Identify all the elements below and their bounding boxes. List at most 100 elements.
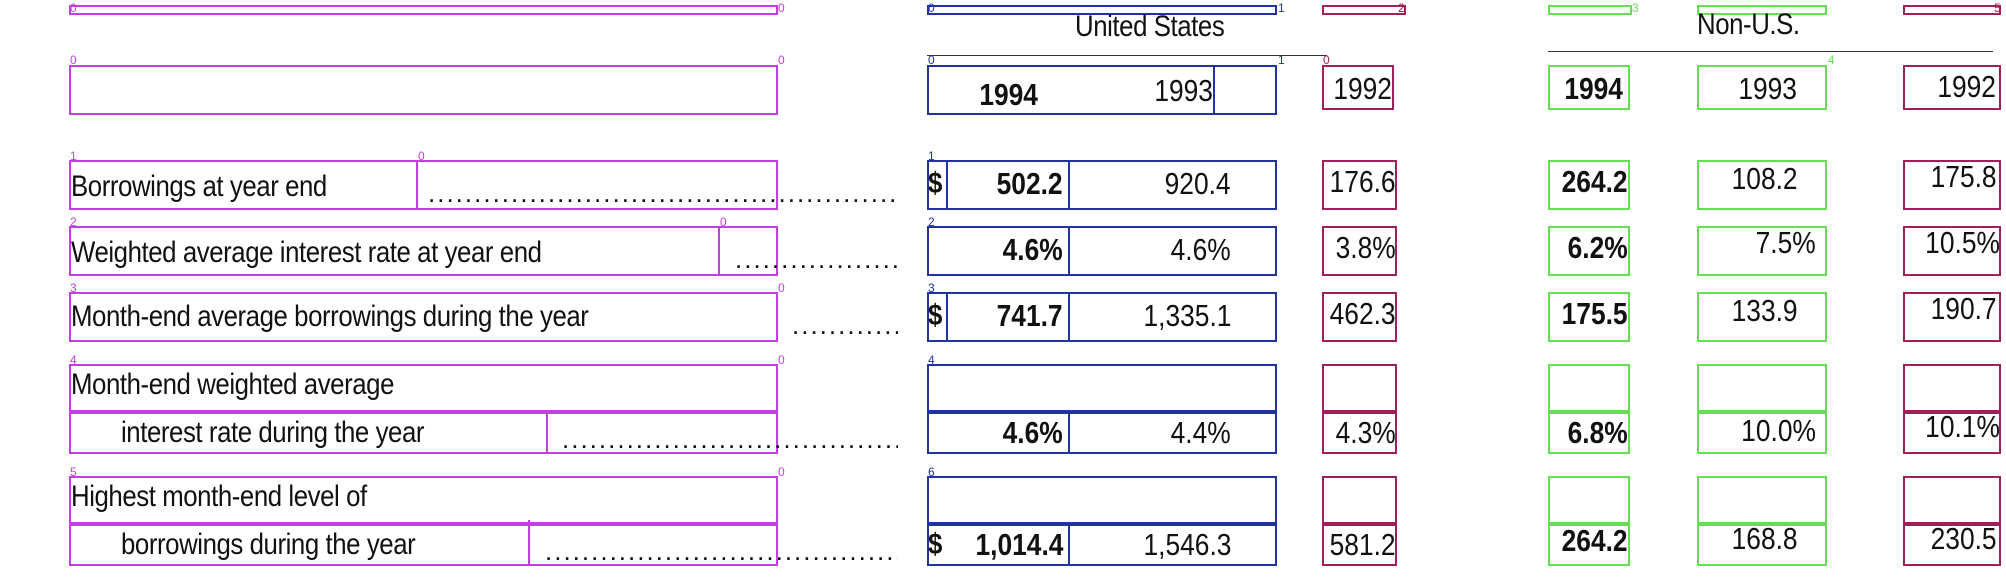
row3-nonus-1994: 175.5 xyxy=(1562,296,1628,331)
box-index: 3 xyxy=(70,281,77,295)
row2-leader: ........................................… xyxy=(735,244,898,274)
row4-us-divider xyxy=(1068,412,1070,454)
row3-us-dollar-divider xyxy=(946,292,948,342)
row5-dollar: $ xyxy=(928,528,942,561)
row4-leader: ........................................… xyxy=(562,424,898,454)
nonus-1992-header-box xyxy=(1903,5,2001,15)
row1-us-1992-box xyxy=(1322,160,1397,210)
row3-us-1994: 741.7 xyxy=(997,298,1063,333)
row4-nonus-1994-box-top xyxy=(1548,364,1630,412)
row5-us-box-bottom xyxy=(927,524,1277,566)
nonus-year-1992-box xyxy=(1903,65,2001,110)
row4-nonus-1992-box-bottom xyxy=(1903,412,2001,454)
row5-nonus-1994-box-bottom xyxy=(1548,524,1630,566)
row2-us-box xyxy=(927,226,1277,276)
row2-nonus-1994-box xyxy=(1548,226,1630,276)
box-index: 0 xyxy=(928,53,935,67)
row2-us-divider xyxy=(1068,226,1070,276)
row2-nonus-1992: 10.5% xyxy=(1925,225,2000,260)
row5-us-box-top xyxy=(927,476,1277,524)
row2-us-1994: 4.6% xyxy=(1002,232,1063,267)
row3-nonus-1993: 133.9 xyxy=(1732,293,1798,328)
row1-nonus-1994-box xyxy=(1548,160,1630,210)
label-header-box xyxy=(69,5,778,15)
row3-us-divider xyxy=(1068,292,1070,342)
row1-label: Borrowings at year end xyxy=(71,170,327,203)
row4-us-1992-box-top xyxy=(1322,364,1397,412)
row4-label-line2: interest rate during the year xyxy=(121,416,425,449)
box-index: 1 xyxy=(70,149,77,163)
row4-us-1992-box-bottom xyxy=(1322,412,1397,454)
row2-label: Weighted average interest rate at year e… xyxy=(71,236,542,269)
row5-us-1993: 1,546.3 xyxy=(1143,527,1231,562)
row2-label-end-mark xyxy=(718,226,720,276)
nonus-year-1992: 1992 xyxy=(1937,69,1996,104)
row4-nonus-1993: 10.0% xyxy=(1741,413,1816,448)
box-index: 4 xyxy=(70,353,77,367)
row3-nonus-1992-box xyxy=(1903,292,2001,342)
row1-label-box xyxy=(69,160,778,210)
row3-leader: ........................................… xyxy=(792,310,898,340)
us-column-header: United States xyxy=(1075,10,1225,43)
row3-label: Month-end average borrowings during the … xyxy=(71,300,589,333)
box-index: 0 xyxy=(778,1,785,15)
us-year-1992-box xyxy=(1322,65,1394,110)
box-index: 3 xyxy=(928,281,935,295)
row1-nonus-1993-box xyxy=(1697,160,1827,210)
row5-label-line2: borrowings during the year xyxy=(121,528,416,561)
us-year-1994: 1994 xyxy=(979,77,1038,112)
row2-label-box xyxy=(69,226,778,276)
box-index: 0 xyxy=(70,1,77,15)
row5-nonus-1994: 264.2 xyxy=(1562,523,1628,558)
box-index: 1 xyxy=(1278,53,1285,67)
row3-us-1992-box xyxy=(1322,292,1397,342)
row3-dollar: $ xyxy=(928,299,942,332)
box-index: 1 xyxy=(928,149,935,163)
row3-us-1992: 462.3 xyxy=(1330,296,1396,331)
box-index: 0 xyxy=(1323,53,1330,67)
row5-label-box-top xyxy=(69,476,778,524)
row2-us-1993: 4.6% xyxy=(1170,232,1231,267)
row5-nonus-1994-box-top xyxy=(1548,476,1630,524)
us-years-box xyxy=(927,65,1277,115)
row2-nonus-1994: 6.2% xyxy=(1567,230,1628,265)
row2-nonus-1993: 7.5% xyxy=(1755,225,1816,260)
row4-nonus-1994: 6.8% xyxy=(1567,415,1628,450)
row2-us-1992-box xyxy=(1322,226,1397,276)
nonus-year-1994-box xyxy=(1548,65,1630,110)
row5-nonus-1993-box-bottom xyxy=(1697,524,1827,566)
row5-nonus-1992-box-top xyxy=(1903,476,2001,524)
row1-nonus-1994: 264.2 xyxy=(1562,164,1628,199)
box-index: 0 xyxy=(778,465,785,479)
box-index: 5 xyxy=(70,465,77,479)
row1-nonus-1992-box xyxy=(1903,160,2001,210)
row4-nonus-1993-box-bottom xyxy=(1697,412,1827,454)
row3-nonus-1993-box xyxy=(1697,292,1827,342)
row4-nonus-1994-box-bottom xyxy=(1548,412,1630,454)
row2-nonus-1992-box xyxy=(1903,226,2001,276)
row3-us-box xyxy=(927,292,1277,342)
box-index: 4 xyxy=(928,353,935,367)
row5-label-box-bottom xyxy=(69,524,778,566)
row3-nonus-1992: 190.7 xyxy=(1931,291,1997,326)
us-year-1992: 1992 xyxy=(1333,71,1392,106)
box-index: 1 xyxy=(1278,1,1285,15)
row1-us-divider xyxy=(1068,160,1070,210)
us-1992-header-box xyxy=(1322,5,1406,15)
row5-leader: ........................................… xyxy=(545,536,898,566)
box-index: 2 xyxy=(70,215,77,229)
box-index: 6 xyxy=(928,465,935,479)
row5-us-1994: 1,014.4 xyxy=(975,527,1063,562)
row5-us-1992-box-bottom xyxy=(1322,524,1397,566)
row5-label-end-mark xyxy=(528,520,530,566)
row3-us-1993: 1,335.1 xyxy=(1143,298,1231,333)
box-index: 0 xyxy=(778,281,785,295)
nonus-year-1994: 1994 xyxy=(1564,71,1623,106)
row4-nonus-1992: 10.1% xyxy=(1925,409,2000,444)
row5-us-1992: 581.2 xyxy=(1330,527,1396,562)
box-index: 0 xyxy=(70,53,77,67)
nonus-year-1993: 1993 xyxy=(1738,71,1797,106)
row1-us-dollar-divider xyxy=(946,160,948,210)
row5-nonus-1993: 168.8 xyxy=(1732,521,1798,556)
